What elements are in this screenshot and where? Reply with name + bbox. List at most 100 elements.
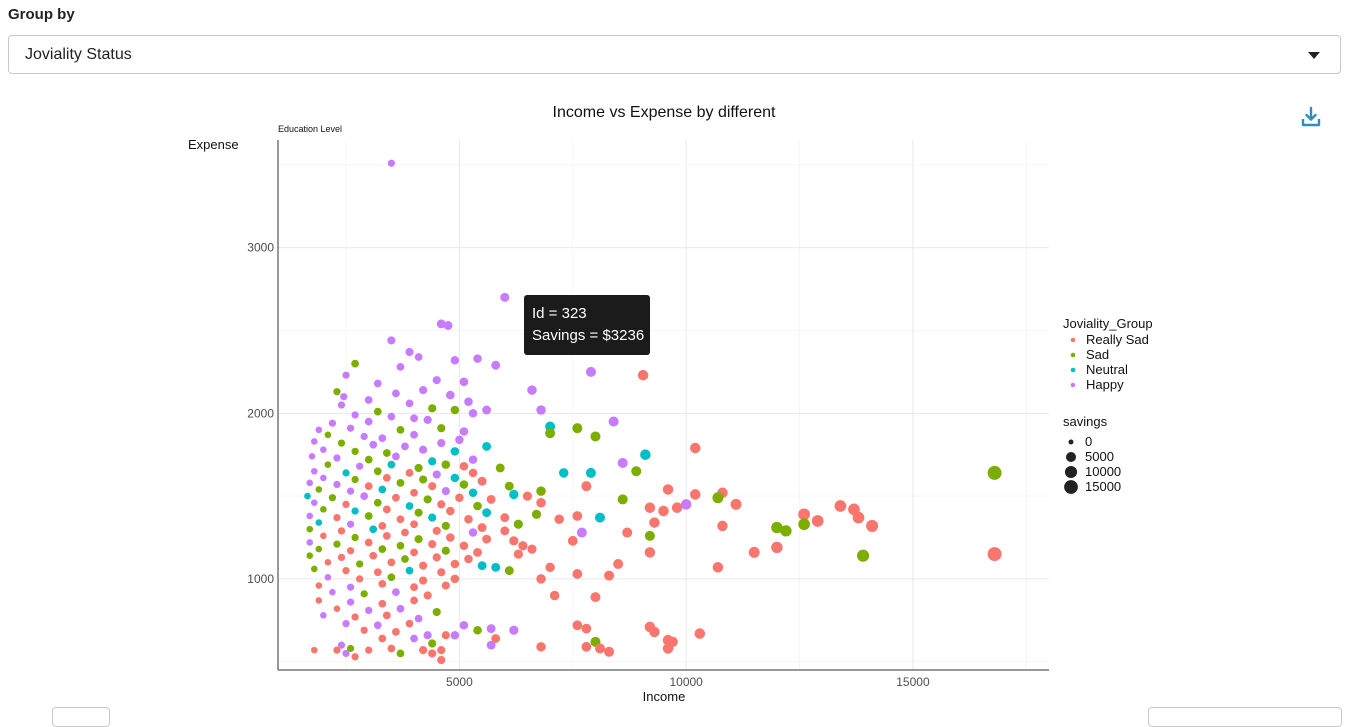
data-point[interactable] [315,582,323,589]
data-point[interactable] [428,513,437,522]
data-point[interactable] [340,393,348,401]
data-point[interactable] [333,480,341,489]
data-point[interactable] [419,445,428,454]
data-point[interactable] [581,641,592,652]
data-point[interactable] [310,565,318,573]
data-point[interactable] [748,546,760,558]
data-point[interactable] [382,611,391,620]
data-point[interactable] [441,521,450,530]
data-point[interactable] [477,476,487,486]
data-point[interactable] [360,590,368,598]
data-point[interactable] [644,502,656,513]
data-point[interactable] [712,562,724,573]
data-point[interactable] [527,544,537,554]
data-point[interactable] [392,452,400,461]
data-point[interactable] [310,438,318,445]
data-point[interactable] [333,605,341,613]
data-point[interactable] [455,435,464,445]
data-point[interactable] [459,480,469,489]
data-point[interactable] [473,354,482,363]
data-point[interactable] [320,532,327,540]
data-point[interactable] [576,527,587,538]
data-point[interactable] [572,423,583,434]
data-point[interactable] [337,527,346,535]
data-point[interactable] [608,416,619,427]
data-point[interactable] [432,526,441,535]
data-point[interactable] [328,419,337,427]
data-point[interactable] [346,487,355,495]
data-point[interactable] [419,475,428,484]
data-point[interactable] [356,462,364,470]
data-point[interactable] [328,494,337,502]
data-point[interactable] [500,292,510,302]
data-point[interactable] [396,604,405,613]
data-point[interactable] [310,499,318,507]
data-point[interactable] [443,321,453,330]
data-point[interactable] [373,467,382,476]
data-point[interactable] [306,539,314,546]
data-point[interactable] [495,463,505,473]
data-point[interactable] [378,545,387,553]
data-point[interactable] [450,356,460,365]
data-point[interactable] [649,517,660,528]
data-point[interactable] [811,515,824,527]
data-point[interactable] [441,460,451,469]
data-point[interactable] [405,502,414,510]
data-point[interactable] [450,447,460,456]
bottom-left-control[interactable] [52,707,110,727]
data-point[interactable] [468,468,478,478]
data-point[interactable] [306,525,314,533]
data-point[interactable] [396,541,405,550]
data-point[interactable] [365,606,373,614]
data-point[interactable] [441,631,450,640]
data-point[interactable] [572,511,583,521]
data-point[interactable] [536,405,546,415]
data-point[interactable] [387,573,396,582]
data-point[interactable] [324,431,332,439]
data-point[interactable] [392,493,400,502]
data-point[interactable] [437,439,446,448]
data-point[interactable] [410,414,418,423]
data-point[interactable] [477,561,487,571]
data-point[interactable] [410,488,418,497]
data-point[interactable] [437,646,446,655]
data-point[interactable] [324,559,332,566]
data-point[interactable] [401,528,409,537]
data-point[interactable] [369,525,378,534]
data-point[interactable] [491,562,501,572]
data-point[interactable] [419,576,428,585]
data-point[interactable] [346,644,355,653]
data-point[interactable] [780,525,792,537]
data-point[interactable] [689,489,701,500]
data-point[interactable] [572,569,583,579]
data-point[interactable] [401,442,409,451]
data-point[interactable] [396,515,405,524]
data-point[interactable] [856,549,870,562]
data-point[interactable] [617,457,628,468]
data-point[interactable] [464,554,473,564]
data-point[interactable] [622,527,633,538]
data-point[interactable] [640,449,651,460]
data-point[interactable] [351,507,359,515]
data-point[interactable] [365,646,373,654]
data-point[interactable] [771,521,783,534]
data-point[interactable] [549,590,560,601]
data-point[interactable] [329,588,336,596]
data-point[interactable] [304,492,311,500]
data-point[interactable] [491,360,501,370]
data-point[interactable] [473,501,482,511]
data-point[interactable] [572,620,583,631]
group-by-select[interactable]: Joviality Status [8,35,1341,74]
data-point[interactable] [342,567,350,575]
data-point[interactable] [604,570,615,581]
data-point[interactable] [392,588,400,597]
data-point[interactable] [410,583,418,592]
data-point[interactable] [373,379,382,388]
data-point[interactable] [423,591,432,600]
data-point[interactable] [387,460,396,469]
data-point[interactable] [410,596,418,605]
data-point[interactable] [364,417,373,426]
data-point[interactable] [387,159,396,167]
data-point[interactable] [594,643,606,654]
data-point[interactable] [590,592,601,603]
